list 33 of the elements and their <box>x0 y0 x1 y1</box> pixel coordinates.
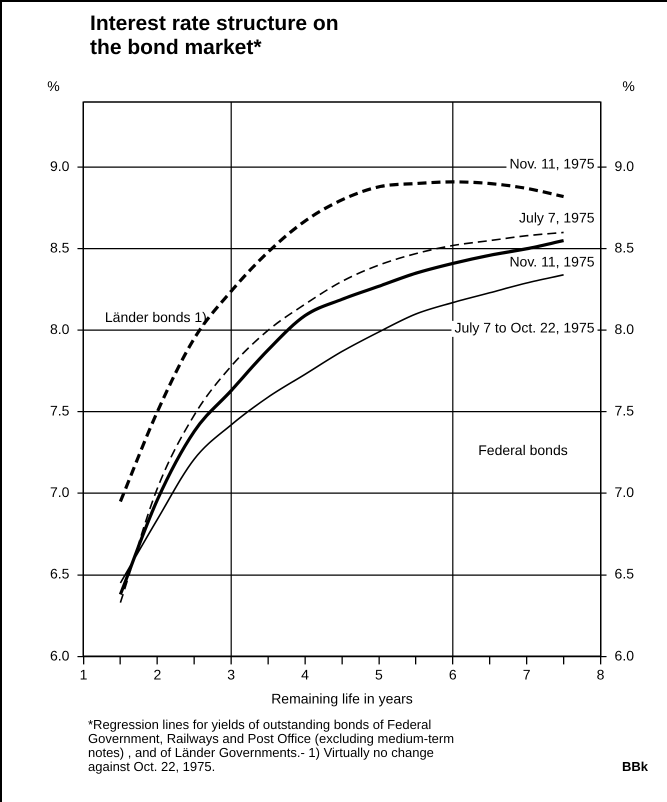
y-tick-label: 7.0 <box>50 484 70 500</box>
y-tick-label: 7.5 <box>50 402 70 419</box>
x-tick-label: 8 <box>596 666 605 683</box>
y-tick-label: 8.0 <box>50 321 70 338</box>
y-axis-title: % <box>47 78 60 94</box>
y-tick-label: 8.5 <box>50 240 70 256</box>
y2-tick-label: 8.5 <box>614 240 634 256</box>
annotation: Federal bonds <box>478 442 568 458</box>
y-tick-label: 9.0 <box>50 158 70 174</box>
x-tick-label: 2 <box>153 666 162 683</box>
x-tick-label: 3 <box>227 666 236 683</box>
y2-tick-label: 6.0 <box>614 647 634 664</box>
x-axis-title: Remaining life in years <box>271 690 413 706</box>
y-tick-label: 6.0 <box>50 647 70 664</box>
series-label: July 7 to Oct. 22, 1975 <box>454 320 595 336</box>
x-tick-label: 5 <box>375 666 384 683</box>
series-label: July 7, 1975 <box>519 209 595 226</box>
y2-tick-label: 7.0 <box>614 484 634 500</box>
y2-tick-label: 6.5 <box>614 566 634 582</box>
y2-axis-title: % <box>622 78 635 94</box>
y2-tick-label: 9.0 <box>614 158 634 174</box>
text: *Regression lines for yields of outstanding bonds of Federal Government, Railways and Post Office (excluding medium-term notes) , and of Länder Governments.- 1) Virtually no change against Oct. 22, 1975. <box>88 717 456 774</box>
x-tick-label: 6 <box>448 666 457 683</box>
x-tick-label: 7 <box>522 666 531 683</box>
x-tick-label: 1 <box>80 666 88 683</box>
chart-title: Interest rate structure on the bond market* <box>90 12 340 60</box>
y2-tick-label: 8.0 <box>614 321 634 338</box>
x-tick-label: 4 <box>301 666 310 683</box>
text: BBk <box>622 759 648 774</box>
series-label: Nov. 11, 1975 <box>509 253 595 270</box>
y-tick-label: 6.5 <box>50 566 70 582</box>
y2-tick-label: 7.5 <box>614 402 634 419</box>
series-label: Nov. 11, 1975 <box>509 155 595 172</box>
